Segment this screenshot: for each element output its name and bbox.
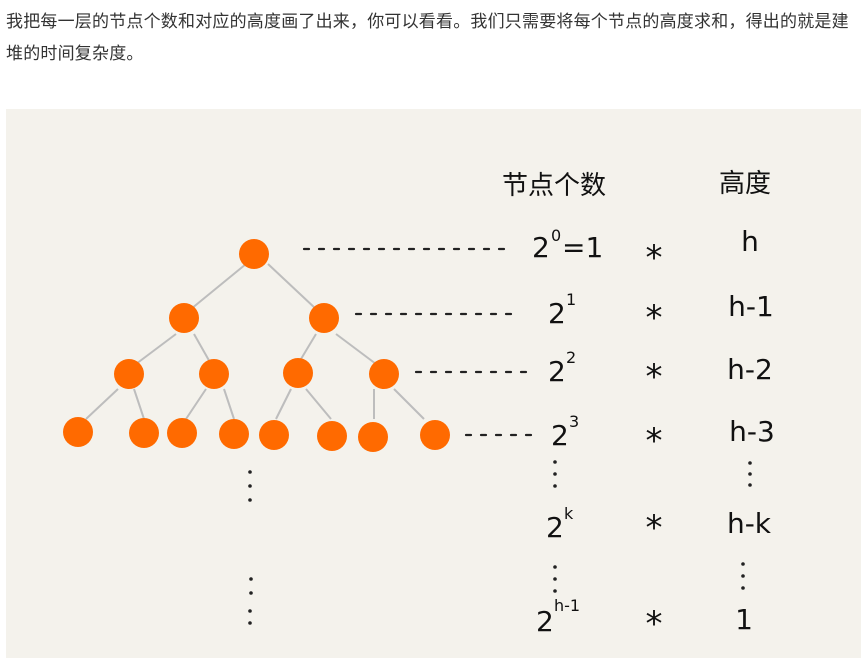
height-value: h-3 <box>729 415 775 448</box>
multiply-sign: * <box>646 604 663 644</box>
tree-node <box>317 421 347 451</box>
tree-nodes <box>63 239 450 452</box>
count-exponent: h-1 <box>554 596 580 615</box>
intro-paragraph: 我把每一层的节点个数和对应的高度画了出来，你可以看看。我们只需要将每个节点的高度… <box>6 12 849 64</box>
height-value: h-1 <box>728 290 774 323</box>
count-base: 2 <box>546 511 564 544</box>
tree-node <box>369 359 399 389</box>
tree-node <box>129 418 159 448</box>
tree-node <box>169 303 199 333</box>
row-0: 2 0 =1 * h <box>532 225 759 278</box>
multiply-sign: * <box>646 508 663 548</box>
tree-node <box>114 359 144 389</box>
header-height: 高度 <box>719 169 771 199</box>
count-base: 2 <box>532 231 550 264</box>
tree-node <box>358 422 388 452</box>
tree-node <box>259 420 289 450</box>
tree-node <box>167 418 197 448</box>
count-suffix: =1 <box>562 231 603 264</box>
count-base: 2 <box>551 419 569 452</box>
count-base: 2 <box>536 605 554 638</box>
tree-node <box>239 239 269 269</box>
row-1: 2 1 * h-1 <box>548 290 774 338</box>
height-value: 1 <box>735 603 753 636</box>
multiply-sign: * <box>646 238 663 278</box>
tree-node <box>199 359 229 389</box>
multiply-sign: * <box>646 357 663 397</box>
count-exponent: 3 <box>569 412 579 431</box>
height-value: h-2 <box>727 353 773 386</box>
row-k: 2 k * h-k <box>546 504 772 548</box>
count-base: 2 <box>548 297 566 330</box>
tree-edges <box>85 263 425 420</box>
count-base: 2 <box>548 355 566 388</box>
row-3: 2 3 * h-3 <box>551 412 775 461</box>
tree-node <box>309 303 339 333</box>
tree-node <box>63 417 93 447</box>
height-value: h-k <box>727 507 772 540</box>
heap-diagram: 节点个数 高度 2 0 =1 * h 2 1 * h-1 2 2 * h-2 2… <box>6 109 861 658</box>
tree-node <box>219 419 249 449</box>
dotted-leaders <box>302 247 536 437</box>
count-exponent: 2 <box>566 348 576 367</box>
count-exponent: 0 <box>551 226 561 245</box>
ellipsis-dots <box>248 460 752 625</box>
count-exponent: k <box>564 504 574 523</box>
tree-node <box>420 420 450 450</box>
multiply-sign: * <box>646 421 663 461</box>
row-last: 2 h-1 * 1 <box>536 596 753 644</box>
multiply-sign: * <box>646 298 663 338</box>
count-exponent: 1 <box>566 290 576 309</box>
height-value: h <box>741 225 759 258</box>
row-2: 2 2 * h-2 <box>548 348 773 397</box>
header-node-count: 节点个数 <box>502 171 606 201</box>
tree-node <box>283 358 313 388</box>
